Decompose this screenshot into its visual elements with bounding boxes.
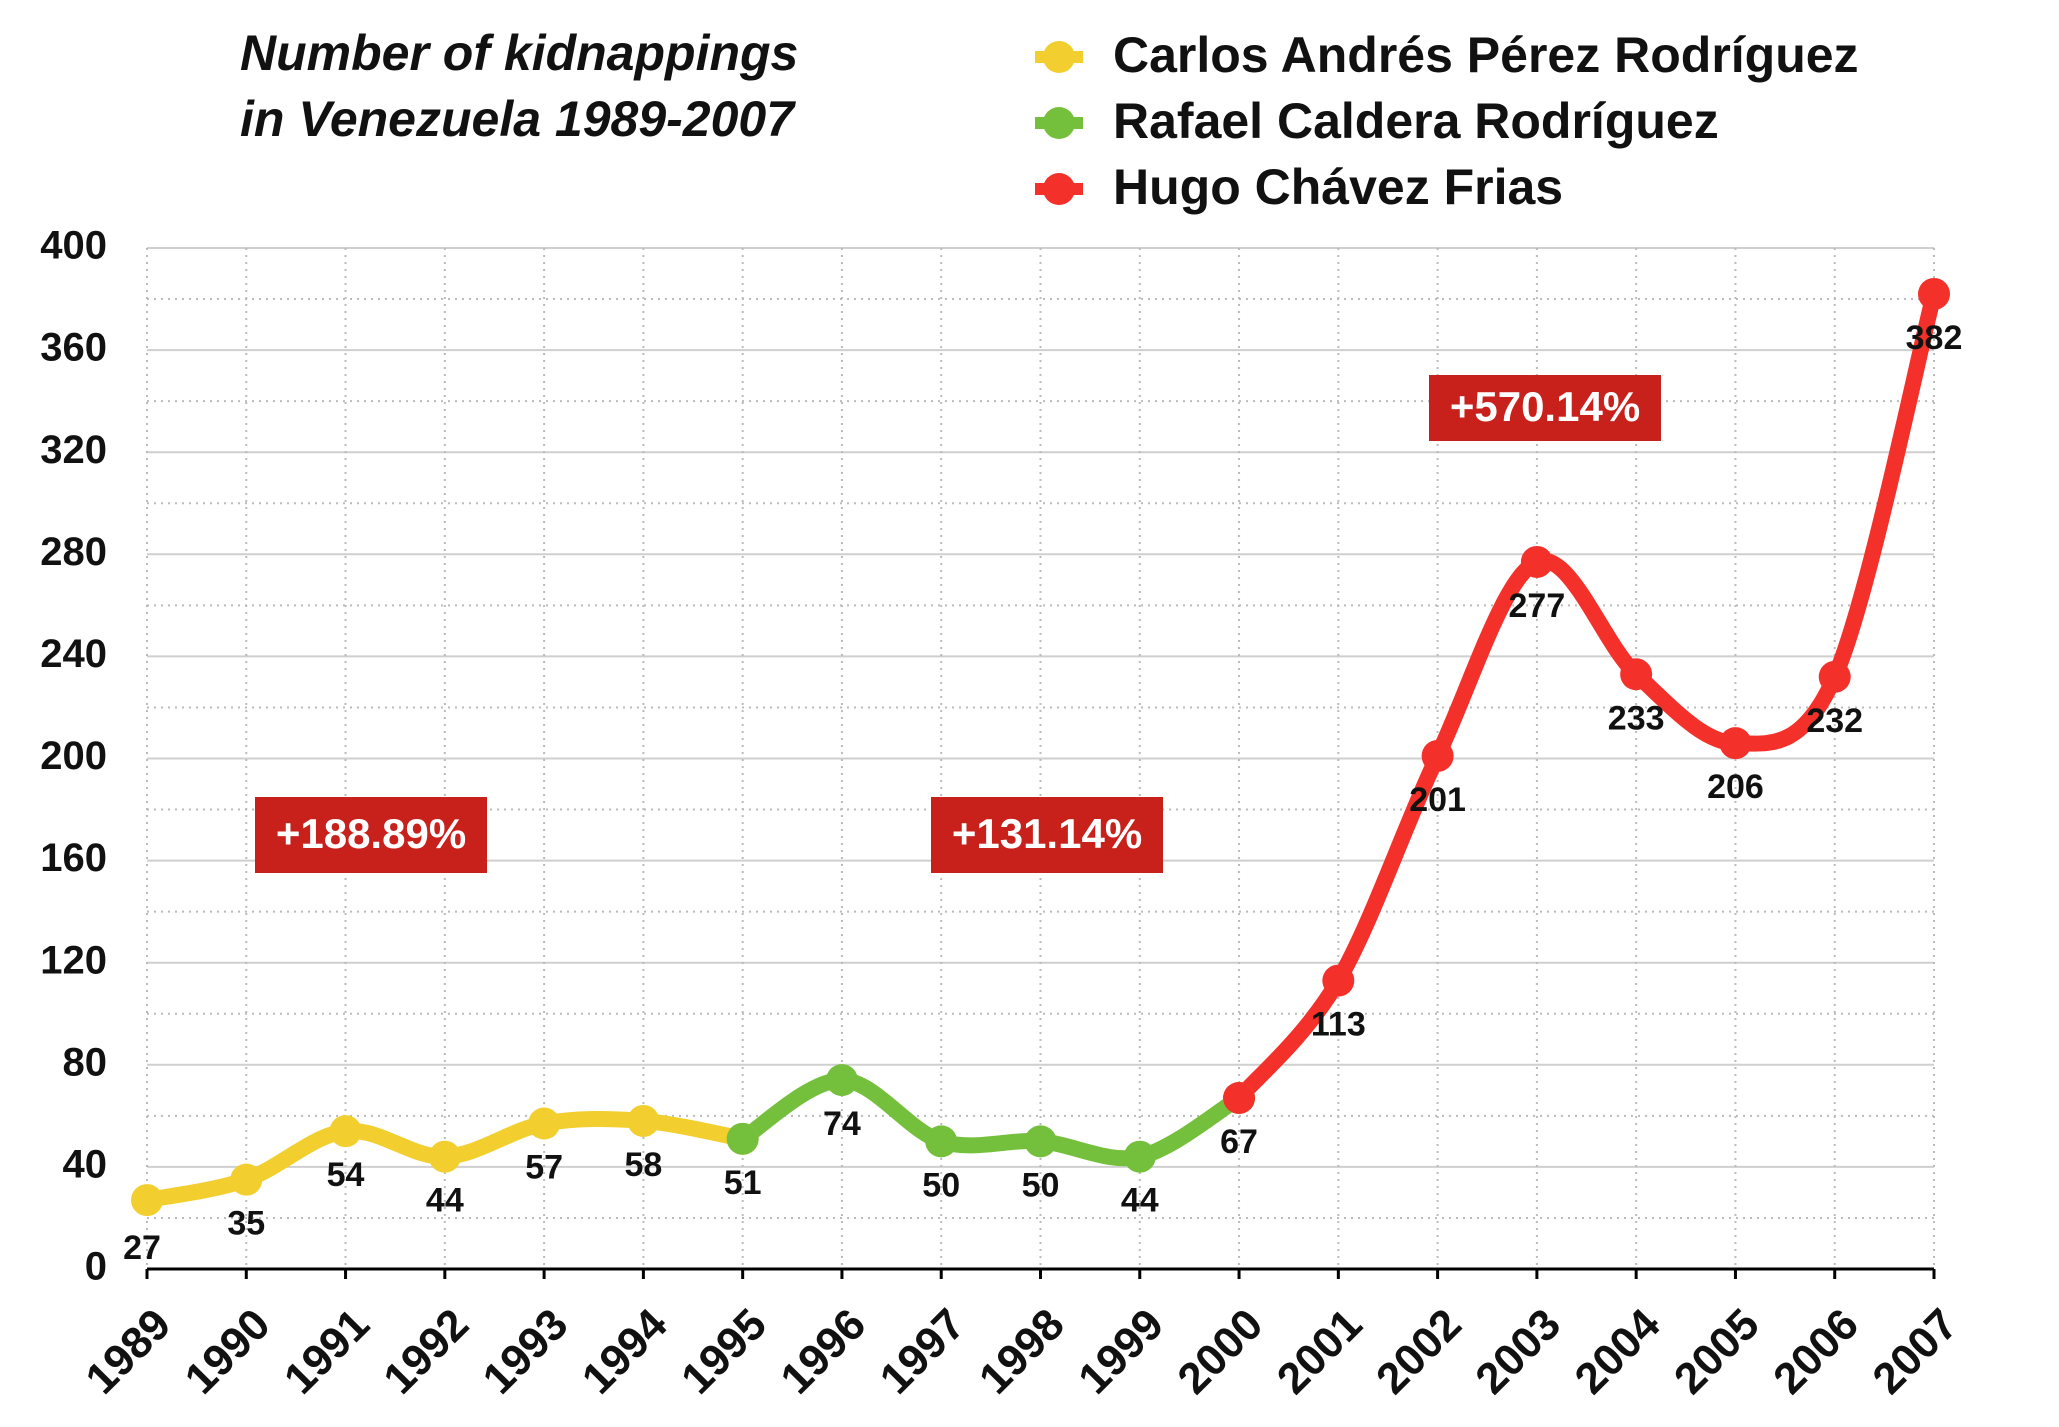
x-tick-label: 1992 — [374, 1300, 478, 1404]
point — [1520, 545, 1553, 578]
x-tick-label: 2002 — [1367, 1300, 1471, 1404]
y-tick-label: 0 — [85, 1245, 107, 1289]
y-tick-label: 160 — [40, 836, 107, 880]
point — [1223, 1081, 1256, 1114]
legend-marker — [1043, 41, 1075, 73]
x-tick-label: 2005 — [1665, 1300, 1769, 1404]
data-label: 27 — [123, 1229, 161, 1267]
legend-marker — [1043, 173, 1075, 205]
annotation-box — [931, 797, 1163, 873]
point — [1918, 277, 1950, 310]
point — [1620, 658, 1653, 691]
y-tick-label: 200 — [40, 734, 107, 778]
point — [428, 1140, 461, 1173]
legend-label: Carlos Andrés Pérez Rodríguez — [1113, 27, 1859, 83]
x-tick-label: 1993 — [474, 1300, 578, 1404]
x-tick-label: 2003 — [1466, 1300, 1570, 1404]
series-line — [734, 1072, 1248, 1167]
data-label: 51 — [724, 1164, 762, 1202]
x-tick-label: 1997 — [871, 1300, 975, 1404]
point — [1818, 660, 1851, 693]
data-label: 50 — [922, 1166, 960, 1204]
point — [1421, 739, 1454, 772]
x-tick-label: 2001 — [1268, 1300, 1372, 1404]
x-tick-label: 1995 — [672, 1300, 776, 1404]
annotation-box — [1429, 375, 1661, 441]
y-tick-label: 120 — [40, 938, 107, 982]
data-label: 58 — [624, 1146, 662, 1184]
point — [925, 1125, 958, 1158]
x-tick-label: 1990 — [176, 1300, 280, 1404]
data-label: 57 — [525, 1148, 563, 1186]
data-label: 50 — [1022, 1166, 1060, 1204]
annotation: +188.89% — [276, 810, 466, 857]
y-tick-label: 320 — [40, 428, 107, 472]
data-label: 232 — [1806, 702, 1863, 740]
chart-title: Number of kidnappings in Venezuela 1989-… — [240, 25, 799, 147]
x-tick-label: 1991 — [275, 1300, 379, 1404]
data-label: 233 — [1608, 699, 1665, 737]
data-label: 54 — [327, 1156, 365, 1194]
series-line — [1231, 285, 1942, 1106]
data-label: 206 — [1707, 768, 1764, 806]
legend-label: Rafael Caldera Rodríguez — [1113, 93, 1719, 149]
x-tick-label: 1989 — [76, 1300, 180, 1404]
x-tick-label: 2006 — [1764, 1300, 1868, 1404]
annotation: +131.14% — [952, 810, 1142, 857]
data-label: 277 — [1509, 587, 1566, 625]
y-tick-label: 240 — [40, 632, 107, 676]
data-label: 201 — [1409, 781, 1466, 819]
y-tick-label: 40 — [63, 1142, 108, 1186]
point — [131, 1184, 163, 1217]
x-tick-label: 2004 — [1566, 1299, 1670, 1403]
annotation-box — [255, 797, 487, 873]
y-tick-label: 280 — [40, 530, 107, 574]
point — [1719, 727, 1752, 760]
point — [1024, 1125, 1057, 1158]
point — [627, 1104, 660, 1137]
x-tick-label: 1999 — [1069, 1300, 1173, 1404]
data-label: 74 — [823, 1105, 861, 1143]
point — [726, 1122, 759, 1155]
annotation: +570.14% — [1450, 383, 1640, 430]
data-label: 35 — [227, 1205, 265, 1243]
point — [528, 1107, 561, 1140]
legend-label: Hugo Chávez Frias — [1113, 159, 1563, 215]
point — [329, 1115, 362, 1148]
legend-marker — [1043, 107, 1075, 139]
data-label: 44 — [1121, 1182, 1159, 1220]
y-tick-label: 360 — [40, 326, 107, 370]
point — [230, 1163, 263, 1196]
y-tick-label: 400 — [40, 224, 107, 268]
point — [825, 1064, 858, 1097]
point — [1123, 1140, 1156, 1173]
point — [1322, 964, 1355, 997]
x-tick-label: 2007 — [1863, 1300, 1967, 1404]
x-tick-label: 1994 — [573, 1299, 677, 1403]
x-tick-label: 1998 — [970, 1300, 1074, 1404]
data-label: 382 — [1906, 319, 1963, 357]
x-tick-label: 2000 — [1168, 1300, 1272, 1404]
data-label: 67 — [1220, 1123, 1258, 1161]
data-label: 44 — [426, 1182, 464, 1220]
y-tick-label: 80 — [63, 1040, 108, 1084]
data-label: 113 — [1311, 1006, 1366, 1044]
x-tick-label: 1996 — [771, 1300, 875, 1404]
